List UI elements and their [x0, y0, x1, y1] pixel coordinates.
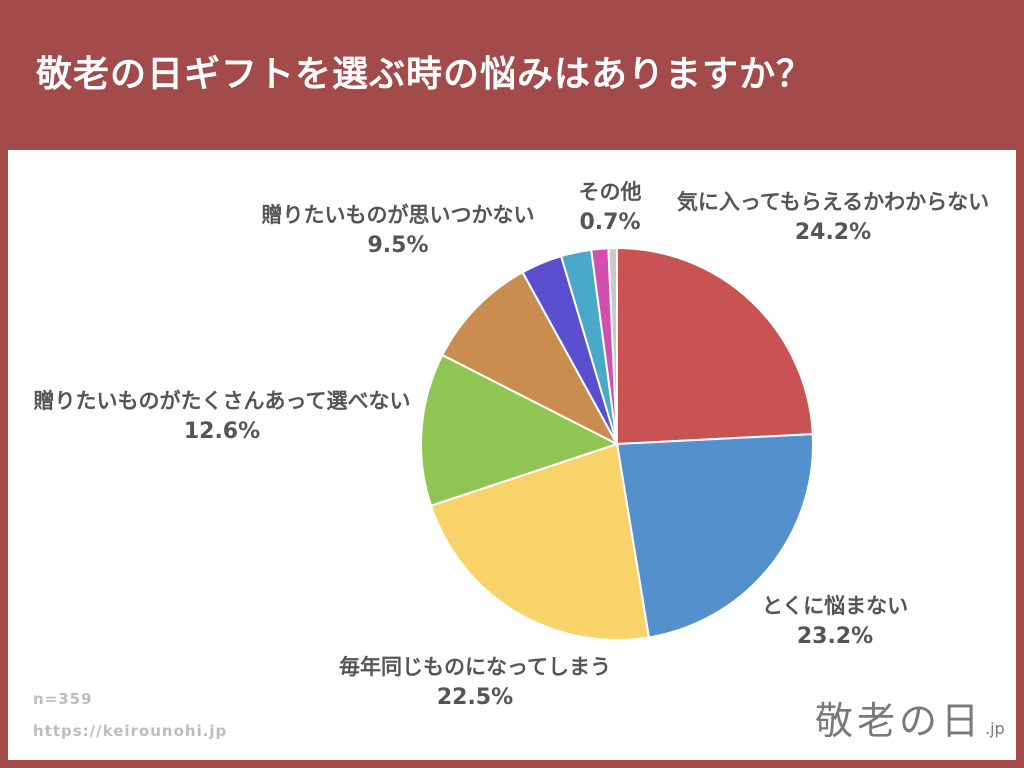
- pie-slice-8: [607, 246, 618, 445]
- page-title: 敬老の日ギフトを選ぶ時の悩みはありますか？: [36, 54, 814, 95]
- slice-value-4: 9.5%: [367, 233, 429, 258]
- pie-slice-0: [616, 246, 814, 446]
- pie-slice-2: [429, 442, 651, 641]
- slice-value-8: 0.7%: [579, 210, 641, 235]
- source-url: https://keirounohi.jp: [33, 722, 228, 740]
- slice-label-3: 贈りたいものがたくさんあって選べない 12.6%: [22, 385, 422, 444]
- slice-name-4: 贈りたいものが思いつかない: [261, 203, 535, 227]
- slice-value-3: 12.6%: [183, 419, 261, 444]
- slice-value-2: 22.5%: [436, 685, 514, 710]
- slice-value-0: 24.2%: [794, 220, 872, 245]
- slice-name-0: 気に入ってもらえるかわからない: [676, 190, 990, 214]
- slice-value-1: 23.2%: [796, 624, 874, 649]
- pie-slice-1: [615, 433, 814, 639]
- slice-name-1: とくに悩まない: [761, 594, 909, 618]
- pie-slice-3: [420, 353, 620, 508]
- slice-label-8: その他 0.7%: [560, 176, 660, 235]
- slice-name-2: 毎年同じものになってしまう: [339, 655, 611, 679]
- site-logo: 敬老の日 .jp: [815, 690, 1005, 745]
- sample-size: n=359: [33, 690, 93, 708]
- slice-label-0: 気に入ってもらえるかわからない 24.2%: [668, 186, 998, 245]
- slice-name-3: 贈りたいものがたくさんあって選べない: [33, 389, 411, 413]
- logo-script: 敬老の日: [815, 699, 984, 743]
- logo-suffix: .jp: [985, 719, 1005, 738]
- slice-name-8: その他: [578, 180, 642, 204]
- slice-label-1: とくに悩まない 23.2%: [745, 590, 925, 649]
- pie-slice-4: [441, 270, 620, 447]
- slice-label-2: 毎年同じものになってしまう 22.5%: [325, 651, 625, 710]
- slice-label-4: 贈りたいものが思いつかない 9.5%: [238, 199, 558, 258]
